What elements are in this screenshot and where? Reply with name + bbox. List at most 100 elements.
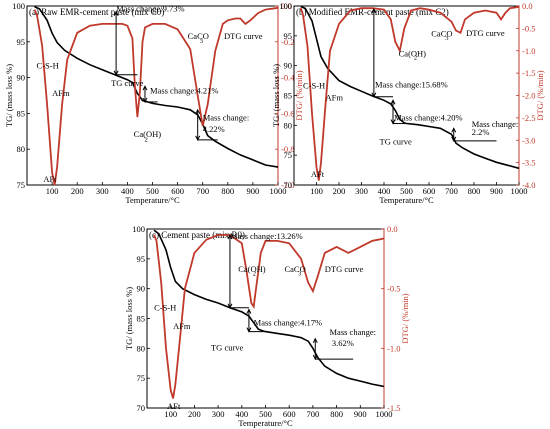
tg-curve	[300, 5, 520, 170]
x-tick-label: 400	[121, 186, 134, 196]
bracket-arrowhead	[195, 108, 201, 115]
bracket-arrowhead	[227, 233, 233, 240]
annotation-text: Mass change:9.73%	[116, 4, 184, 14]
y-tick-label: 75	[17, 180, 26, 190]
annotation-text: Mass change:	[203, 113, 250, 123]
y-tick-label: 80	[284, 120, 293, 130]
x-tick-label: 800	[468, 186, 481, 196]
y-tick-label: 95	[17, 37, 26, 47]
annotation-text: Mass change:	[329, 327, 376, 337]
y-tick-label: 100	[132, 224, 145, 234]
annotation-text: AFm	[52, 88, 70, 98]
x-tick-label: 300	[212, 409, 225, 419]
chart-title: (c) Cement paste (mix R0)	[149, 230, 245, 240]
y2-tick-label: -1.5	[522, 68, 535, 78]
x-axis-label: Temperature/°C	[125, 195, 180, 205]
y-axis-label: TG/ (mass loss %)	[124, 287, 134, 350]
y2-tick-label: 0.0	[281, 1, 292, 11]
x-tick-label: 1000	[376, 409, 393, 419]
dtg-curve	[33, 6, 279, 186]
y-axis-label: TG/ (mass loss %)	[271, 64, 281, 127]
x-tick-label: 700	[196, 186, 209, 196]
y-tick-label: 85	[137, 314, 146, 324]
annotation-text: Mass change:15.68%	[375, 80, 448, 90]
x-tick-label: 1000	[511, 186, 528, 196]
x-axis-label: Temperature/°C	[238, 418, 293, 428]
y2-tick-label: -0.2	[281, 37, 294, 47]
annotation-text: TG curve	[380, 136, 413, 146]
x-tick-label: 600	[283, 409, 296, 419]
bracket-arrowhead	[113, 10, 119, 16]
annotation-text: C-S-H	[37, 60, 59, 70]
annotation-text: DTG curve	[224, 31, 263, 41]
annotation-text: 4.22%	[203, 124, 225, 134]
annotation-text: Ca(OH)	[238, 264, 266, 274]
x-axis-label: Temperature/°C	[379, 195, 434, 205]
y2-tick-label: -2.0	[522, 91, 535, 101]
x-tick-label: 300	[96, 186, 109, 196]
annotation-text: TG curve	[111, 78, 144, 88]
annotation-text: 3	[445, 35, 448, 42]
y-tick-label: 75	[284, 150, 293, 160]
y2-tick-label: -1.0	[281, 180, 294, 190]
bracket-arrowhead	[371, 7, 377, 14]
y-tick-label: 85	[284, 91, 293, 101]
annotation-text: CaCO	[431, 28, 452, 38]
y-axis-label: TG/ (mass loss %)	[4, 64, 14, 127]
annotation-text: 3.62%	[332, 338, 354, 348]
y-tick-label: 80	[17, 144, 26, 154]
x-tick-label: 600	[423, 186, 436, 196]
y2-tick-label: -0.5	[522, 23, 535, 33]
annotation-text: Mass change:4.17%	[254, 318, 322, 328]
annotation-text: DTG curve	[325, 264, 364, 274]
x-tick-label: 900	[247, 186, 260, 196]
dtg-curve	[153, 234, 385, 399]
x-tick-label: 200	[71, 186, 84, 196]
y2-axis-label: DTG/ (%/min)	[294, 70, 304, 120]
annotation-text: Mass change:13.26%	[230, 231, 303, 241]
x-tick-label: 500	[400, 186, 413, 196]
annotation-text: AFt	[43, 174, 57, 184]
y-tick-label: 70	[284, 180, 293, 190]
x-tick-label: 900	[490, 186, 503, 196]
y-tick-label: 90	[137, 284, 146, 294]
y2-tick-label: -1.5	[387, 403, 400, 413]
bracket-arrowhead	[451, 127, 457, 133]
y2-tick-label: -0.6	[281, 108, 294, 118]
y-tick-label: 90	[284, 61, 293, 71]
y-tick-label: 85	[17, 108, 26, 118]
annotation-text: 2.2%	[472, 127, 490, 137]
x-tick-label: 400	[235, 409, 248, 419]
annotation-text: C-S-H	[303, 80, 325, 90]
y-tick-label: 80	[137, 343, 146, 353]
annotation-text: C-S-H	[154, 303, 176, 313]
chart-panel-3: 100 200 300 400 500 600 700 800 900 1000 70 75 80 85 9…	[124, 224, 410, 428]
y-tick-label: 95	[284, 31, 293, 41]
x-tick-label: 1000	[270, 186, 287, 196]
y2-tick-label: -2.5	[522, 113, 535, 123]
annotation-text: Ca(OH)	[134, 129, 162, 139]
y-tick-label: 100	[279, 1, 292, 11]
annotation-text: AFm	[173, 321, 191, 331]
y2-tick-label: 0.0	[387, 224, 398, 234]
x-tick-label: 400	[378, 186, 391, 196]
y2-tick-label: 0.0	[522, 1, 533, 11]
x-tick-label: 300	[355, 186, 368, 196]
x-tick-label: 100	[310, 186, 323, 196]
y-tick-label: 100	[12, 1, 25, 11]
annotation-text: 2	[414, 55, 417, 62]
bracket-arrowhead	[246, 308, 252, 314]
y-tick-label: 95	[137, 254, 146, 264]
y2-tick-label: -4.0	[522, 180, 535, 190]
y2-tick-label: -1.0	[522, 46, 535, 56]
x-tick-label: 200	[333, 186, 346, 196]
bracket-arrowhead	[390, 99, 396, 105]
annotation-text: 3	[298, 271, 301, 278]
y2-tick-label: -3.0	[522, 135, 535, 145]
x-tick-label: 500	[259, 409, 272, 419]
annotation-text: CaCO	[188, 31, 209, 41]
bracket-arrowhead	[312, 337, 318, 344]
annotation-text: Ca(OH)	[399, 49, 427, 59]
y2-tick-label: -1.0	[387, 343, 400, 353]
